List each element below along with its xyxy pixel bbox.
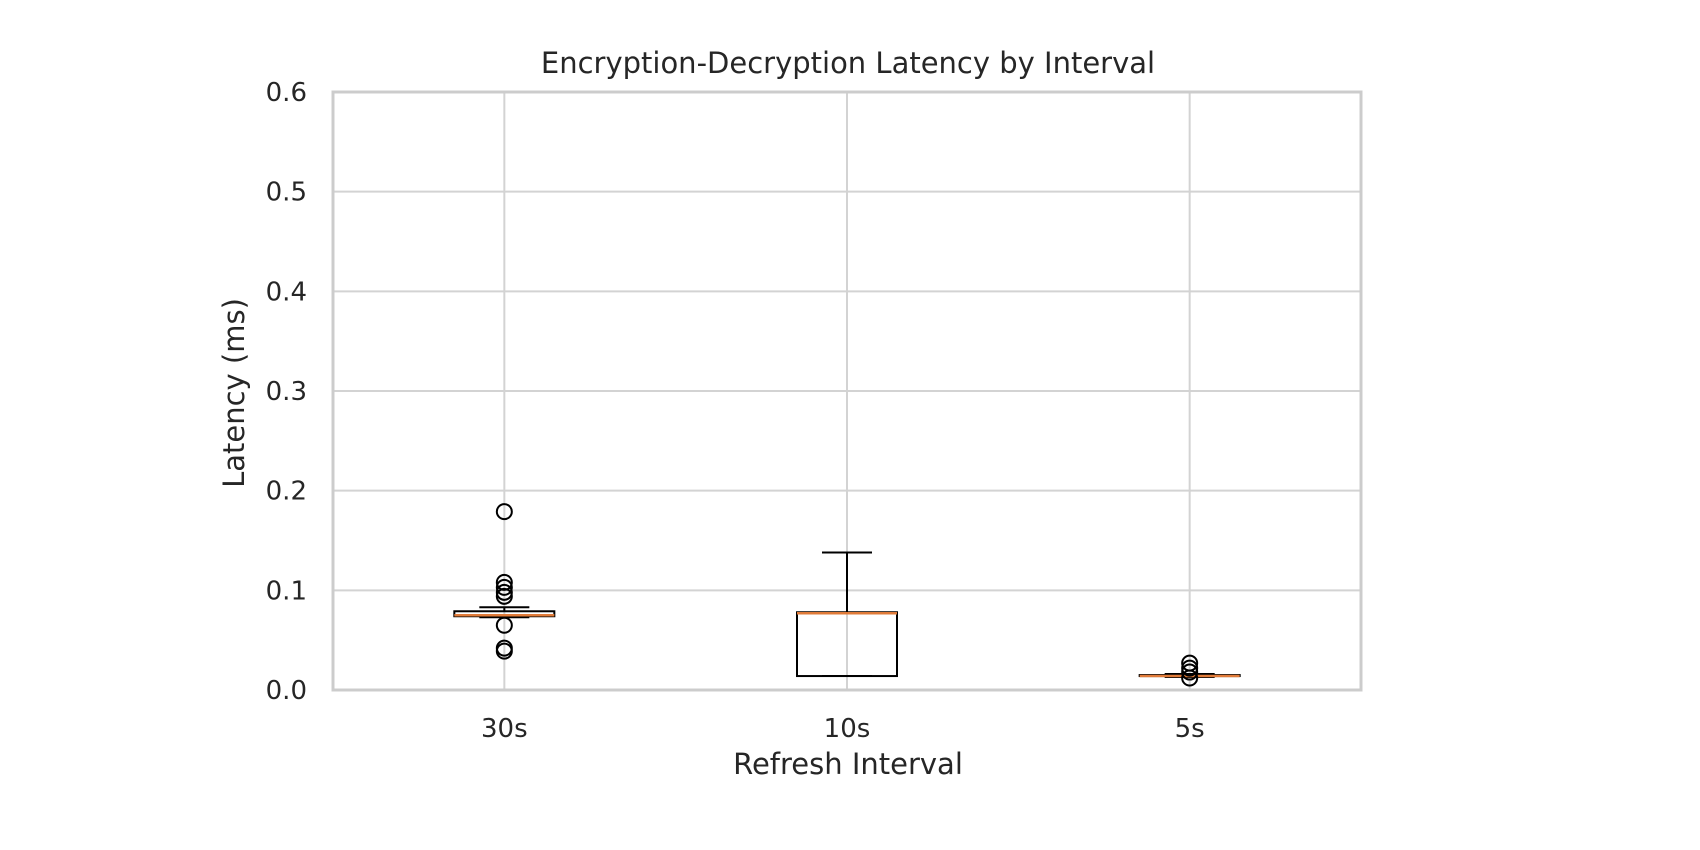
outlier-point (1181, 663, 1199, 681)
box-30s (453, 503, 556, 660)
y-axis-label: Latency (ms) (217, 298, 251, 488)
y-tick-label: 0.1 (266, 576, 307, 606)
y-tick-label: 0.0 (266, 676, 307, 706)
outlier-point (495, 616, 513, 634)
x-tick-label: 30s (481, 714, 528, 744)
outlier-point (495, 503, 513, 521)
outlier-point (1181, 669, 1199, 687)
x-tick-label: 10s (824, 714, 871, 744)
box-10s (796, 551, 898, 678)
box-5s (1138, 654, 1241, 687)
box-layer (453, 503, 1241, 687)
x-axis-label: Refresh Interval (733, 747, 963, 781)
outlier-point (495, 573, 513, 591)
y-tick-label: 0.4 (266, 277, 307, 307)
y-tick-label: 0.2 (266, 477, 307, 507)
outlier-point (495, 578, 513, 596)
y-tick-label: 0.6 (266, 78, 307, 108)
plot-frame (331, 90, 1363, 692)
tick-layer: 0.0 0.1 0.2 0.3 0.4 0.5 0.6 30s 10s 5s (266, 78, 1205, 744)
outlier-point (495, 642, 513, 660)
x-tick-label: 5s (1175, 714, 1205, 744)
chart-title: Encryption-Decryption Latency by Interva… (541, 46, 1155, 80)
y-tick-label: 0.5 (266, 178, 307, 208)
outlier-point (495, 587, 513, 605)
y-tick-label: 0.3 (266, 377, 307, 407)
